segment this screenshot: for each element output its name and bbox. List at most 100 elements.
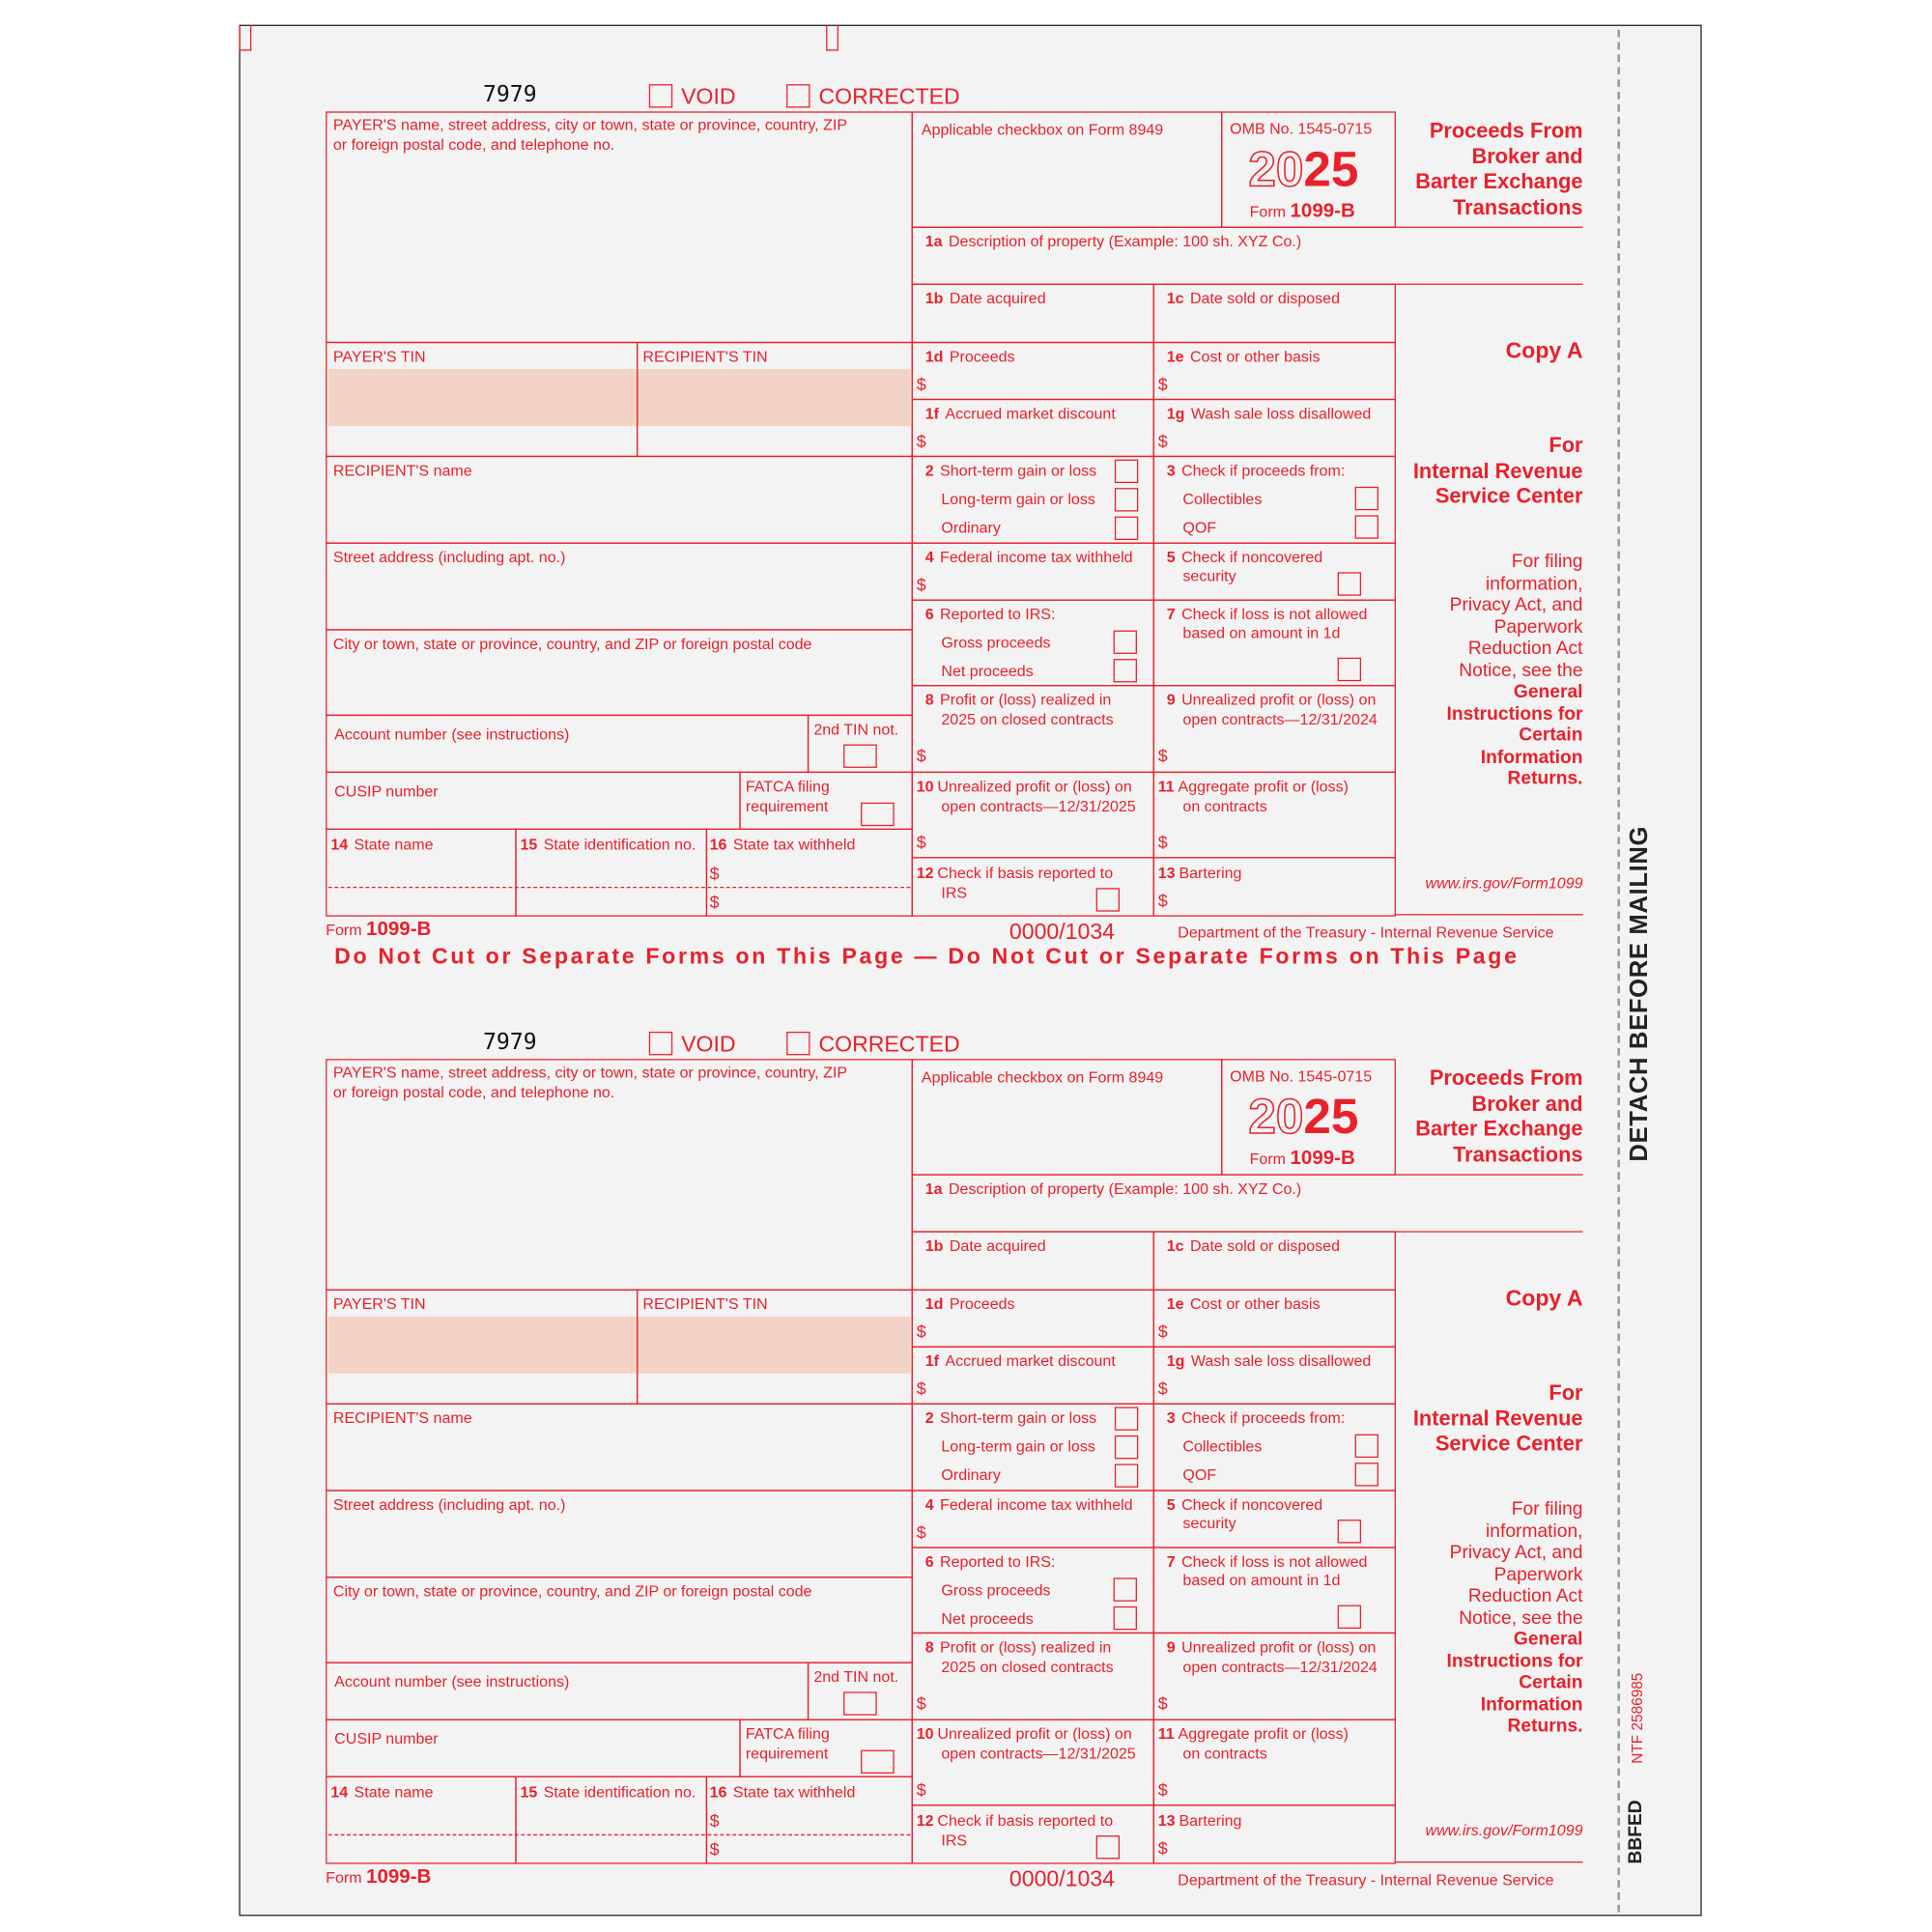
long-term-checkbox[interactable] bbox=[1114, 488, 1139, 512]
long-term-label: Long-term gain or loss bbox=[941, 490, 1095, 508]
box-13-field[interactable] bbox=[1152, 857, 1396, 917]
dollar-sign: $ bbox=[1157, 374, 1168, 394]
bottom-rule bbox=[1394, 914, 1583, 916]
qof-checkbox[interactable] bbox=[1354, 1463, 1378, 1487]
box-10-label: 10 Unrealized profit or (loss) on bbox=[916, 1724, 1132, 1743]
corrected-checkbox[interactable] bbox=[786, 1031, 810, 1056]
second-tin-checkbox[interactable] bbox=[843, 744, 877, 768]
omb-number: OMB No. 1545-0715 bbox=[1230, 1067, 1373, 1086]
qof-checkbox[interactable] bbox=[1354, 515, 1378, 539]
box-5-label: 5 Check if noncovered bbox=[1166, 548, 1323, 566]
tax-year: 2025 bbox=[1248, 142, 1359, 198]
box-15-label: 15 State identification no. bbox=[520, 836, 696, 854]
ordinary-checkbox[interactable] bbox=[1114, 516, 1139, 540]
dollar-sign: $ bbox=[916, 1779, 926, 1800]
noncovered-checkbox[interactable] bbox=[1337, 572, 1362, 596]
payer-tin-label: PAYER'S TIN bbox=[332, 1295, 426, 1314]
detach-line bbox=[1617, 29, 1620, 1913]
dollar-sign: $ bbox=[916, 1521, 926, 1543]
box-13-field[interactable] bbox=[1152, 1804, 1396, 1864]
form-number: 7979 bbox=[483, 81, 537, 108]
fatca-checkbox[interactable] bbox=[861, 1749, 895, 1774]
short-term-checkbox[interactable] bbox=[1114, 1406, 1139, 1431]
dollar-sign: $ bbox=[916, 1692, 926, 1714]
dollar-sign: $ bbox=[1157, 745, 1168, 766]
box-9-label-2: open contracts—12/31/2024 bbox=[1182, 710, 1378, 728]
recipient-tin-label: RECIPIENT'S TIN bbox=[642, 1295, 768, 1314]
net-proceeds-label: Net proceeds bbox=[941, 662, 1034, 680]
box-7-label-2: based on amount in 1d bbox=[1182, 624, 1341, 642]
second-tin-checkbox[interactable] bbox=[843, 1691, 877, 1716]
fatca-label: FATCA filing bbox=[745, 1724, 830, 1743]
gross-proceeds-checkbox[interactable] bbox=[1113, 1577, 1137, 1602]
irs-url[interactable]: www.irs.gov/Form1099 bbox=[1425, 1821, 1583, 1839]
long-term-label: Long-term gain or loss bbox=[941, 1437, 1095, 1456]
box-10-label-2: open contracts—12/31/2025 bbox=[941, 797, 1136, 815]
collectibles-checkbox[interactable] bbox=[1354, 486, 1378, 511]
loss-not-allowed-checkbox[interactable] bbox=[1337, 1605, 1362, 1629]
box-10-label-2: open contracts—12/31/2025 bbox=[941, 1745, 1136, 1763]
gross-proceeds-checkbox[interactable] bbox=[1113, 630, 1137, 654]
form-title: Proceeds From Broker and Barter Exchange Tr… bbox=[1415, 1065, 1583, 1167]
dollar-sign: $ bbox=[916, 1321, 926, 1342]
dollar-sign: $ bbox=[1157, 1692, 1168, 1714]
ordinary-checkbox[interactable] bbox=[1114, 1463, 1139, 1488]
dollar-sign: $ bbox=[1157, 1378, 1168, 1399]
void-checkbox[interactable] bbox=[648, 1031, 673, 1056]
corrected-checkbox[interactable] bbox=[786, 84, 810, 108]
loss-not-allowed-checkbox[interactable] bbox=[1337, 657, 1362, 682]
dollar-sign: $ bbox=[709, 863, 720, 884]
payer-tin-shade bbox=[327, 1316, 637, 1374]
basis-reported-checkbox[interactable] bbox=[1095, 1835, 1121, 1860]
box-1c-label: 1c Date sold or disposed bbox=[1166, 1236, 1340, 1255]
dollar-sign: $ bbox=[709, 1810, 720, 1831]
long-term-checkbox[interactable] bbox=[1114, 1435, 1139, 1460]
box-12-label: 12 Check if basis reported to bbox=[916, 1811, 1114, 1830]
box-6-label: 6 Reported to IRS: bbox=[924, 1552, 1056, 1571]
void-label: VOID bbox=[681, 1031, 736, 1057]
box-4-label: 4 Federal income tax withheld bbox=[924, 1495, 1133, 1514]
corrected-label: CORRECTED bbox=[818, 1031, 960, 1057]
recipient-tin-shade bbox=[638, 1316, 911, 1374]
box-2-label: 2 Short-term gain or loss bbox=[924, 462, 1097, 480]
fatca-checkbox[interactable] bbox=[861, 802, 895, 827]
street-label: Street address (including apt. no.) bbox=[332, 548, 566, 566]
box-11-label: 11 Aggregate profit or (loss) bbox=[1157, 1724, 1349, 1743]
net-proceeds-checkbox[interactable] bbox=[1113, 659, 1137, 683]
collectibles-checkbox[interactable] bbox=[1354, 1434, 1378, 1459]
account-label: Account number (see instructions) bbox=[334, 725, 570, 744]
box-12-label-2: IRS bbox=[941, 884, 968, 902]
bottom-rule bbox=[1394, 1861, 1583, 1863]
for-irs-label: For Internal Revenue Service Center bbox=[1412, 433, 1583, 508]
payer-name-label-2: or foreign postal code, and telephone no… bbox=[332, 1083, 615, 1101]
short-term-checkbox[interactable] bbox=[1114, 459, 1139, 484]
form-1099b-copy: 7979 VOID CORRECTED bbox=[0, 0, 1932, 948]
box-2-label: 2 Short-term gain or loss bbox=[924, 1409, 1097, 1427]
box-5-label: 5 Check if noncovered bbox=[1166, 1495, 1323, 1514]
box-9-label: 9 Unrealized profit or (loss) on bbox=[1166, 1638, 1377, 1657]
void-checkbox[interactable] bbox=[648, 84, 673, 108]
payer-name-label-2: or foreign postal code, and telephone no… bbox=[332, 136, 615, 154]
street-label: Street address (including apt. no.) bbox=[332, 1495, 566, 1514]
dollar-sign: $ bbox=[1157, 832, 1168, 853]
collectibles-label: Collectibles bbox=[1182, 490, 1263, 508]
gross-proceeds-label: Gross proceeds bbox=[941, 1581, 1051, 1600]
box-14-label: 14 State name bbox=[330, 1783, 434, 1802]
box-9-label-2: open contracts—12/31/2024 bbox=[1182, 1658, 1378, 1676]
noncovered-checkbox[interactable] bbox=[1337, 1520, 1362, 1544]
box-1b-label: 1b Date acquired bbox=[924, 1236, 1046, 1255]
department-label: Department of the Treasury - Internal Re… bbox=[1178, 1871, 1554, 1889]
irs-url[interactable]: www.irs.gov/Form1099 bbox=[1425, 874, 1583, 893]
basis-reported-checkbox[interactable] bbox=[1095, 888, 1121, 912]
applicable-label: Applicable checkbox on Form 8949 bbox=[921, 1068, 1164, 1087]
box-7-label-2: based on amount in 1d bbox=[1182, 1571, 1341, 1589]
form-name-label: Form 1099-B bbox=[1249, 200, 1355, 222]
recipient-tin-label: RECIPIENT'S TIN bbox=[642, 348, 768, 366]
department-label: Department of the Treasury - Internal Re… bbox=[1178, 923, 1554, 942]
box-8-label: 8 Profit or (loss) realized in bbox=[924, 691, 1112, 709]
form-title: Proceeds From Broker and Barter Exchange Tr… bbox=[1415, 119, 1583, 219]
box-11-label-2: on contracts bbox=[1182, 797, 1267, 815]
net-proceeds-checkbox[interactable] bbox=[1113, 1605, 1137, 1631]
account-label: Account number (see instructions) bbox=[334, 1673, 570, 1691]
ordinary-label: Ordinary bbox=[941, 1466, 1001, 1484]
